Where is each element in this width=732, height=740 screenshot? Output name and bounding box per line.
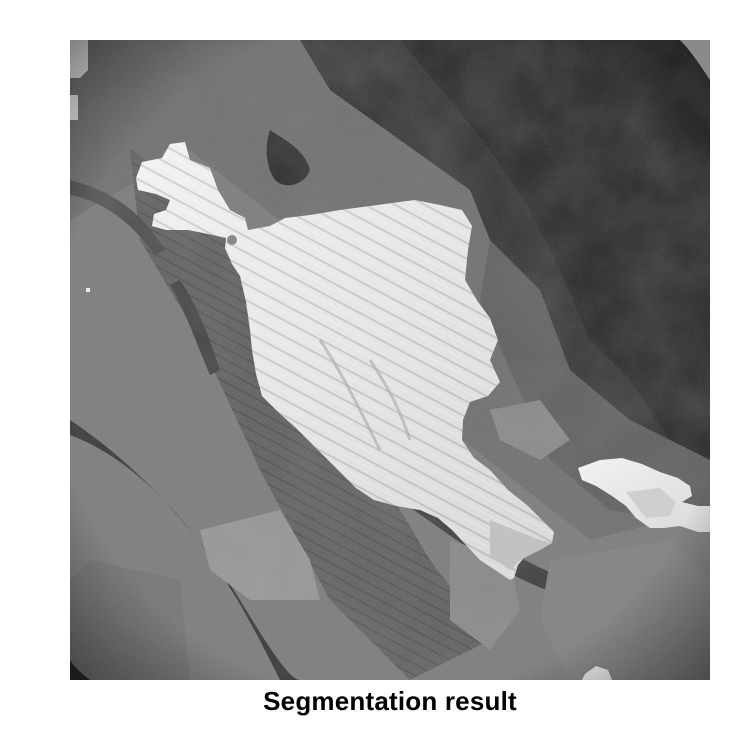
microscopy-image [70,40,710,680]
lens-edge-bottom-left [70,660,90,680]
segmentation-image [70,40,710,680]
figure-caption: Segmentation result [263,686,517,716]
lens-edge-top-right [680,40,710,80]
vignette [70,40,710,680]
